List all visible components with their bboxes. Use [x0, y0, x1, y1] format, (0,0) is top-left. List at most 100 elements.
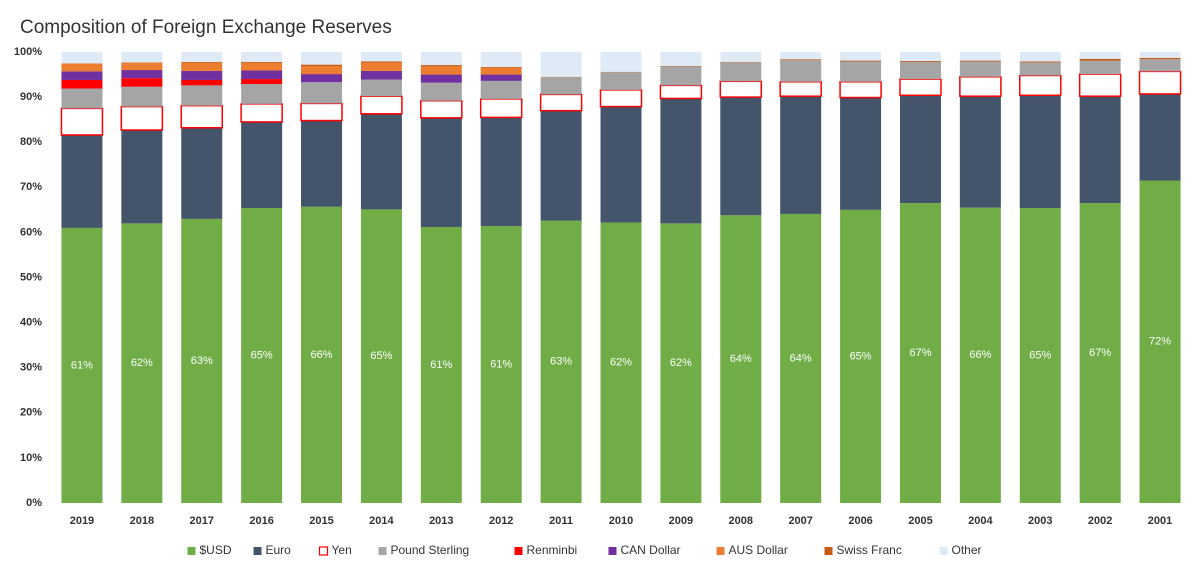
bar-segment [121, 52, 163, 63]
legend-swatch [514, 547, 523, 555]
y-tick-label: 60% [20, 226, 42, 238]
bar-segment [959, 207, 1001, 503]
bar-segment [1139, 57, 1181, 60]
bar-segment [480, 66, 522, 68]
legend-label: $USD [200, 543, 232, 557]
bar-segment [480, 67, 522, 75]
data-label: 62% [131, 357, 153, 369]
bar-segment [480, 226, 522, 503]
data-label: 65% [850, 350, 872, 362]
bar-segment [61, 88, 103, 109]
y-tick-label: 0% [26, 497, 42, 509]
bar-segment [360, 209, 402, 504]
data-label: 61% [71, 359, 93, 371]
bar-segment [840, 52, 882, 61]
bar-segment [420, 117, 462, 227]
y-tick-label: 100% [14, 46, 42, 58]
data-label: 65% [370, 350, 392, 362]
legend-label: Euro [266, 543, 292, 557]
bar-segment [480, 74, 522, 81]
legend-swatch [318, 546, 329, 556]
bar-segment [1139, 180, 1181, 503]
bar-segment [301, 74, 343, 83]
data-label: 64% [790, 352, 812, 364]
legend-label: Yen [332, 543, 352, 557]
x-tick-label: 2002 [1088, 515, 1112, 527]
bar-segment [1019, 62, 1061, 76]
bar-segment [660, 223, 702, 503]
x-tick-label: 2006 [848, 515, 872, 527]
bar-segment [959, 61, 1001, 77]
bar-segment [181, 70, 223, 80]
bar-segment [899, 95, 941, 204]
bar-segment [121, 70, 163, 79]
data-label: 62% [610, 357, 632, 369]
y-tick-label: 80% [20, 136, 42, 148]
bar-segment [61, 227, 103, 503]
x-tick-label: 2005 [908, 515, 932, 527]
bar-segment [181, 61, 223, 63]
y-tick-label: 50% [20, 271, 42, 283]
x-tick-label: 2019 [70, 515, 94, 527]
bar-segment [420, 226, 462, 503]
legend-swatch [824, 547, 833, 555]
bar-segment [780, 60, 822, 82]
bar-segment [121, 223, 163, 503]
bar-segment [240, 103, 283, 123]
x-tick-label: 2003 [1028, 515, 1052, 527]
bar-segment [181, 85, 223, 106]
legend-swatch [716, 547, 725, 555]
bar-segment [61, 52, 103, 64]
data-label: 72% [1149, 336, 1171, 348]
bar-segment [1079, 203, 1121, 503]
bar-segment [959, 60, 1001, 62]
bar-segment [121, 86, 163, 107]
bar-segment [959, 52, 1001, 61]
bar-segment [60, 107, 104, 136]
x-tick-label: 2007 [788, 515, 812, 527]
data-label: 66% [969, 349, 991, 361]
bar-segment [540, 110, 582, 221]
bar-segment [1079, 58, 1121, 61]
bar-segment [301, 82, 343, 104]
bar-segment [600, 106, 642, 223]
data-label: 63% [191, 355, 213, 367]
y-tick-label: 10% [20, 452, 42, 464]
bar-segment [1019, 61, 1061, 63]
bar-segment [1138, 70, 1182, 95]
x-tick-label: 2017 [189, 515, 213, 527]
bar-segment [1019, 74, 1062, 97]
bar-segment [420, 74, 462, 83]
bar-segment [480, 52, 522, 67]
bar-segment [301, 120, 343, 207]
bar-segment [600, 222, 642, 503]
bar-segment [899, 78, 942, 97]
legend-label: CAN Dollar [621, 543, 681, 557]
bar-segment [480, 80, 522, 99]
bar-segment [480, 117, 522, 227]
bar-segment [301, 52, 343, 65]
bar-segment [121, 78, 163, 87]
bar-segment [839, 81, 882, 99]
bar-segment [660, 52, 702, 66]
bar-segment [1139, 59, 1181, 72]
bar-segment [1079, 96, 1121, 204]
bar-segment [780, 96, 822, 214]
data-label: 66% [311, 349, 333, 361]
y-tick-label: 20% [20, 407, 42, 419]
bar-segment [241, 52, 283, 62]
bar-segment [540, 220, 582, 503]
bar-segment [181, 218, 223, 503]
data-label: 62% [670, 357, 692, 369]
y-tick-label: 30% [20, 362, 42, 374]
bar-segment [181, 79, 223, 86]
bar-segment [840, 61, 882, 82]
data-label: 61% [430, 359, 452, 371]
legend-swatch [378, 547, 387, 555]
bar-segment [420, 99, 463, 119]
bar-segment [301, 206, 343, 503]
bar-segment [420, 65, 462, 67]
x-tick-label: 2018 [130, 515, 154, 527]
bar-segment [61, 63, 103, 72]
bar-segment [300, 102, 343, 122]
